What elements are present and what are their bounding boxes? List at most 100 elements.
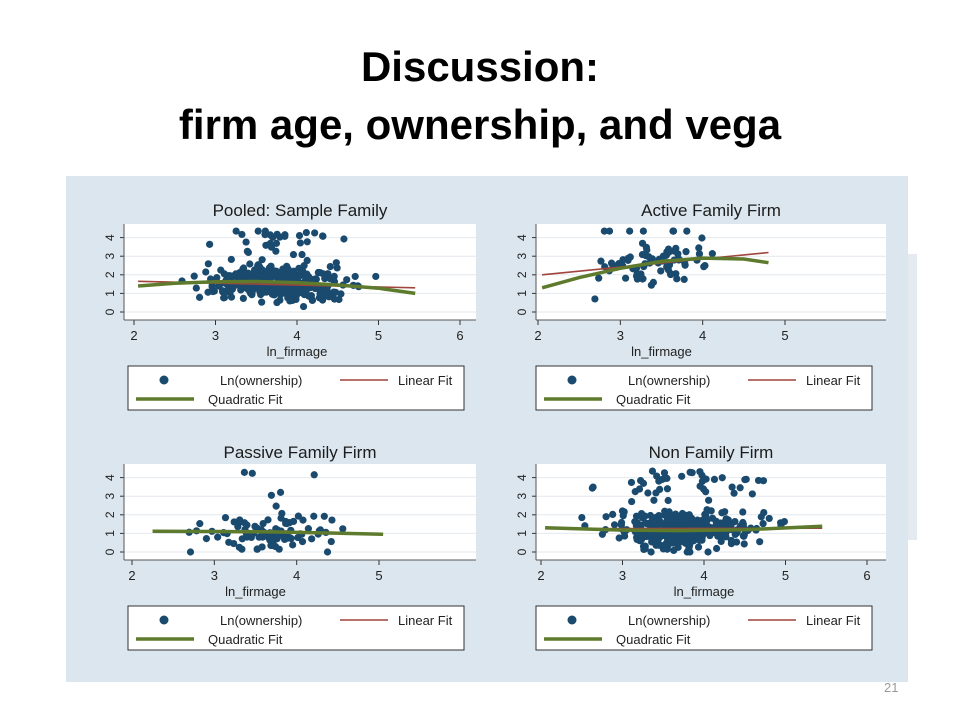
x-tick-label: 4 (699, 328, 706, 343)
scatter-point (609, 510, 617, 518)
y-tick-label: 1 (515, 290, 529, 297)
scatter-point (678, 472, 686, 480)
scatter-point (701, 261, 709, 270)
y-tick-label: 2 (515, 511, 529, 518)
legend-label-scatter: Ln(ownership) (628, 373, 710, 388)
y-tick-label: 4 (515, 474, 529, 481)
scatter-point (647, 548, 655, 556)
y-tick-label: 4 (103, 474, 117, 481)
scatter-point (748, 490, 756, 498)
scatter-point (663, 545, 671, 553)
scatter-point (710, 475, 719, 483)
scatter-point (206, 240, 214, 248)
scatter-point (283, 534, 292, 542)
scatter-point (695, 250, 704, 258)
scatter-point (246, 287, 254, 295)
scatter-point (272, 502, 280, 510)
scatter-point (759, 520, 767, 528)
scatter-point (707, 507, 715, 515)
scatter-point (339, 525, 347, 533)
scatter-point (186, 548, 195, 556)
scatter-point (588, 484, 596, 492)
y-tick-label: 2 (103, 511, 117, 518)
scatter-point (330, 295, 339, 303)
scatter-point (227, 255, 235, 264)
scatter-point (258, 256, 266, 264)
scatter-point (302, 284, 310, 293)
scatter-point (632, 272, 641, 280)
chart-title: Non Family Firm (649, 443, 774, 462)
scatter-point (701, 510, 709, 518)
x-tick-label: 5 (375, 328, 382, 343)
x-tick-label: 6 (456, 328, 463, 343)
x-tick-label: 3 (212, 328, 219, 343)
scatter-point (319, 232, 327, 240)
y-tick-label: 3 (515, 493, 529, 500)
scatter-point (296, 271, 304, 280)
scatter-point (682, 248, 690, 256)
scatter-point (702, 475, 710, 483)
scatter-point (669, 227, 678, 235)
scatter-point (595, 274, 603, 282)
scatter-point (259, 533, 267, 541)
scatter-point (756, 538, 764, 546)
scatter-point (621, 274, 630, 282)
scatter-point (332, 259, 340, 267)
scatter-point (214, 533, 222, 541)
legend-box (535, 365, 873, 411)
scatter-point (323, 548, 332, 556)
scatter-point (243, 247, 252, 255)
quadratic-fit-line (137, 279, 416, 296)
scatter-point (325, 293, 333, 301)
quadratic-fit-line (152, 529, 384, 537)
scatter-point (672, 244, 680, 252)
scatter-point (718, 474, 726, 482)
scatter-point (757, 513, 765, 521)
y-tick-label: 2 (515, 271, 529, 278)
x-tick-label: 4 (293, 328, 300, 343)
scatter-point (225, 538, 233, 546)
scatter-point (327, 537, 335, 546)
legend-marker-scatter (159, 375, 169, 385)
y-tick-label: 3 (103, 493, 117, 500)
y-tick-label: 1 (515, 530, 529, 537)
scatter-point (285, 292, 293, 300)
scatter-point (639, 479, 648, 487)
scatter-point (302, 228, 310, 237)
scatter-point (656, 518, 665, 526)
scatter-point (727, 536, 735, 545)
scatter-point (269, 537, 277, 545)
y-tick-label: 1 (103, 290, 117, 297)
scatter-point (340, 235, 348, 243)
legend-box (535, 605, 873, 651)
scatter-point (190, 272, 198, 280)
slide-title-line-1: Discussion: (360, 43, 600, 90)
scatter-point (236, 516, 244, 524)
scatter-point (741, 476, 749, 484)
scatter-point (667, 521, 675, 530)
quadratic-fit-line (541, 256, 769, 290)
legend-marker-scatter (567, 615, 577, 625)
x-tick-label: 2 (130, 328, 137, 343)
scatter-point (281, 232, 289, 240)
chart-panel-3: Passive Family Firm 0 1 2 3 4 2 3 4 5 ln_firmage Ln… (103, 443, 476, 651)
scatter-point (372, 272, 380, 281)
scatter-point (289, 517, 298, 525)
scatter-point (685, 511, 693, 519)
x-tick-label: 5 (375, 568, 382, 583)
scatter-point (664, 245, 673, 253)
scatter-point (289, 250, 298, 259)
scatter-point (320, 512, 328, 520)
page-number: 21 (884, 680, 899, 695)
scatter-point (298, 250, 306, 259)
plot-area (536, 224, 886, 320)
y-tick-label: 0 (103, 548, 117, 555)
scatter-point (266, 239, 274, 248)
scatter-point (295, 231, 304, 240)
x-axis-label: ln_firmage (674, 584, 735, 599)
scatter-point (702, 488, 710, 496)
scatter-point (683, 227, 691, 235)
scatter-point (237, 286, 245, 294)
scatter-point (237, 270, 245, 278)
scatter-point (641, 545, 649, 553)
